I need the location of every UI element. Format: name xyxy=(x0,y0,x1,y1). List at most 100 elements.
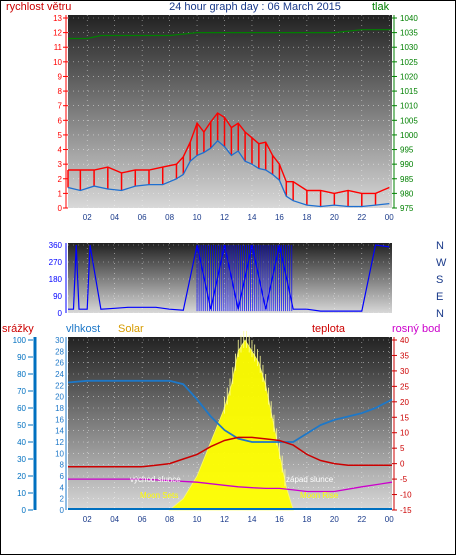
wind-tick-label: 5 xyxy=(58,131,63,140)
x-tick-label: 06 xyxy=(138,515,147,524)
pressure-tick-label: 975 xyxy=(400,204,414,213)
temp-panel-axes: 02 04 06 08 10 12 14 16 18 20 22 000102030405060708… xyxy=(13,336,412,524)
wind-tick-label: 7 xyxy=(58,102,63,111)
wind-tick-label: 2 xyxy=(58,175,63,184)
humidity-tick-label: 12 xyxy=(55,438,64,447)
compass-tick-label: N xyxy=(436,308,444,320)
humidity-tick-label: 0 xyxy=(60,506,65,515)
x-tick-label: 00 xyxy=(385,515,394,524)
x-tick-label: 16 xyxy=(275,213,284,222)
x-tick-label: 14 xyxy=(248,213,257,222)
temperature-tick-label: -5 xyxy=(400,475,408,484)
series-dewpoint xyxy=(68,478,393,493)
pressure-tick-label: 980 xyxy=(400,189,414,198)
humidity-tick-label: 20 xyxy=(55,393,64,402)
wind-tick-label: 4 xyxy=(58,146,63,155)
rain-tick-label: 50 xyxy=(17,421,26,430)
rain-tick-label: 70 xyxy=(17,387,26,396)
wind-panel-grid xyxy=(67,15,392,209)
sunrise-annotation: východ slunce xyxy=(130,475,181,484)
x-tick-label: 20 xyxy=(330,213,339,222)
direction-tick-label: 90 xyxy=(53,292,62,301)
temperature-tick-label: 15 xyxy=(400,413,409,422)
rain-tick-label: 40 xyxy=(17,438,26,447)
pressure-axis-label: tlak xyxy=(372,1,390,13)
temperature-tick-label: 35 xyxy=(400,351,409,360)
rain-axis-label: srážky xyxy=(2,323,34,335)
x-tick-label: 04 xyxy=(110,515,119,524)
rain-tick-label: 80 xyxy=(17,370,26,379)
wind-tick-label: 10 xyxy=(53,58,62,67)
x-tick-label: 00 xyxy=(385,213,394,222)
series-solar xyxy=(168,339,294,511)
compass-tick-label: N xyxy=(436,240,444,252)
series-gust xyxy=(68,112,390,195)
series-direction xyxy=(68,244,390,312)
x-tick-label: 18 xyxy=(302,515,311,524)
temperature-tick-label: 30 xyxy=(400,367,409,376)
compass-tick-label: E xyxy=(436,291,443,303)
series-average-wind xyxy=(67,139,390,208)
pressure-tick-label: 985 xyxy=(400,175,414,184)
humidity-tick-label: 14 xyxy=(55,427,64,436)
pressure-tick-label: 1005 xyxy=(400,116,418,125)
moon-rise-annotation: Moon Rise xyxy=(300,491,339,500)
x-tick-label: 14 xyxy=(248,515,257,524)
temperature-tick-label: 20 xyxy=(400,398,409,407)
wind-panel-axes: 02 04 06 08 10 12 14 16 18 20 22 000123456789101112… xyxy=(53,14,418,222)
temperature-axis-label: teplota xyxy=(312,323,346,335)
x-tick-label: 12 xyxy=(220,213,229,222)
x-tick-label: 22 xyxy=(357,515,366,524)
series-pressure xyxy=(68,29,392,40)
pressure-tick-label: 1010 xyxy=(400,102,418,111)
wind-tick-label: 0 xyxy=(58,204,63,213)
pressure-tick-label: 1035 xyxy=(400,29,418,38)
sunset-annotation: západ slunce xyxy=(286,475,334,484)
direction-tick-label: 180 xyxy=(49,275,63,284)
pressure-tick-label: 1000 xyxy=(400,131,418,140)
x-tick-label: 08 xyxy=(165,213,174,222)
wind-tick-label: 3 xyxy=(58,160,63,169)
wind-tick-label: 13 xyxy=(53,14,62,23)
pressure-tick-label: 1040 xyxy=(400,14,418,23)
x-tick-label: 02 xyxy=(83,515,92,524)
x-tick-label: 06 xyxy=(138,213,147,222)
wind-tick-label: 11 xyxy=(54,43,63,52)
compass-tick-label: W xyxy=(436,257,447,269)
wind-axis-label: rychlost větru xyxy=(6,1,71,13)
humidity-tick-label: 24 xyxy=(55,370,64,379)
humidity-tick-label: 18 xyxy=(55,404,64,413)
humidity-axis-label: vlhkost xyxy=(66,323,100,335)
compass-tick-label: S xyxy=(436,274,443,286)
x-tick-label: 20 xyxy=(330,515,339,524)
pressure-tick-label: 1015 xyxy=(400,87,418,96)
direction-tick-label: 360 xyxy=(49,241,63,250)
humidity-tick-label: 6 xyxy=(60,472,65,481)
pressure-tick-label: 1030 xyxy=(400,43,418,52)
temperature-tick-label: 40 xyxy=(400,336,409,345)
chart-title: 24 hour graph day : 06 March 2015 xyxy=(169,1,341,13)
direction-tick-label: 270 xyxy=(49,258,63,267)
moon-sets-annotation: Moon Sets xyxy=(140,491,178,500)
temperature-tick-label: -10 xyxy=(400,491,412,500)
rain-tick-label: 100 xyxy=(13,336,27,345)
humidity-tick-label: 30 xyxy=(55,336,64,345)
wind-tick-label: 12 xyxy=(53,29,62,38)
wind-tick-label: 8 xyxy=(58,87,63,96)
temperature-tick-label: 5 xyxy=(400,444,405,453)
series-temperature xyxy=(68,436,392,468)
temperature-tick-label: 25 xyxy=(400,382,409,391)
x-tick-label: 02 xyxy=(83,213,92,222)
humidity-tick-label: 16 xyxy=(55,415,64,424)
x-tick-label: 08 xyxy=(165,515,174,524)
temperature-tick-label: 10 xyxy=(400,429,409,438)
humidity-tick-label: 2 xyxy=(60,495,65,504)
x-tick-label: 16 xyxy=(275,515,284,524)
direction-tick-label: 0 xyxy=(58,309,63,318)
rain-tick-label: 90 xyxy=(17,353,26,362)
temperature-tick-label: -15 xyxy=(400,506,412,515)
humidity-tick-label: 22 xyxy=(55,381,64,390)
rain-tick-label: 0 xyxy=(22,506,27,515)
